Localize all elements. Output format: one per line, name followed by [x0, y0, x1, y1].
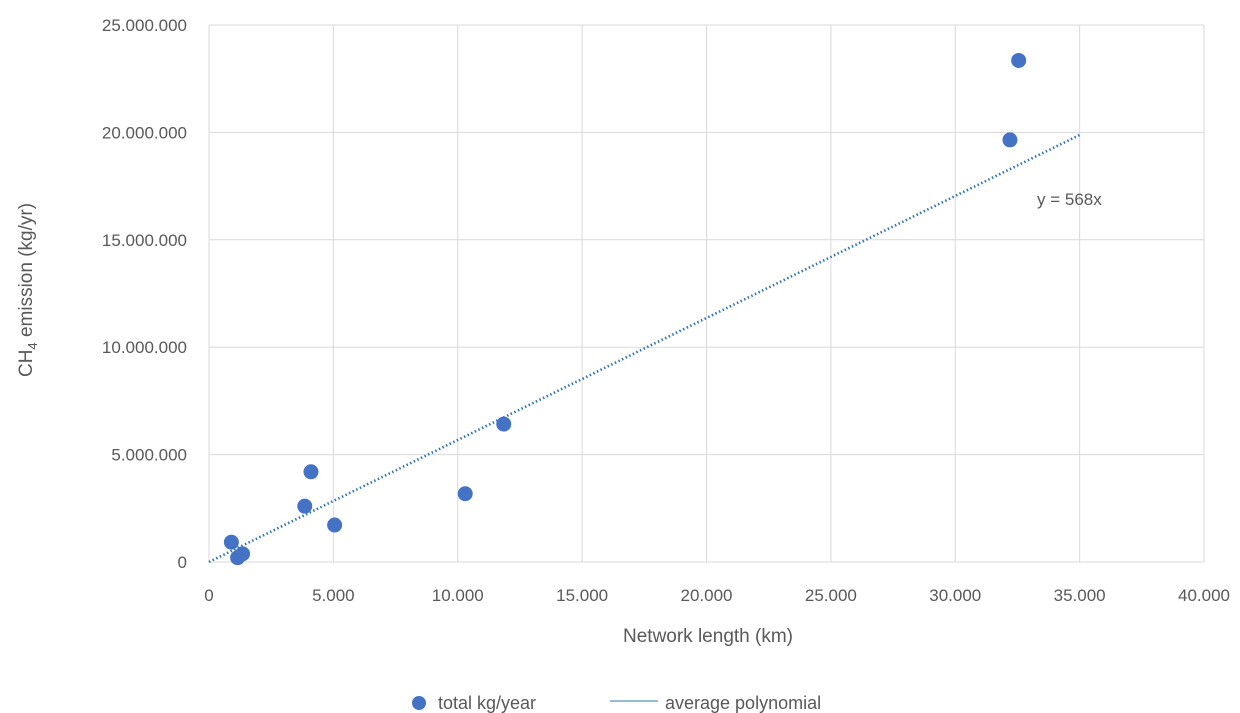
data-point [496, 416, 512, 432]
data-point [1002, 132, 1018, 148]
x-tick-label: 30.000 [929, 586, 981, 605]
data-point [327, 517, 343, 533]
x-tick-label: 20.000 [681, 586, 733, 605]
legend-label-scatter: total kg/year [438, 693, 536, 713]
data-point [235, 546, 251, 562]
y-tick-label: 15.000.000 [102, 231, 187, 250]
y-axis-title-main: CH [16, 350, 37, 377]
trendline [208, 133, 1081, 564]
y-tick-label: 5.000.000 [111, 446, 187, 465]
data-point [223, 534, 239, 550]
data-point [457, 486, 473, 502]
y-tick-label: 25.000.000 [102, 16, 187, 35]
x-tick-label: 10.000 [432, 586, 484, 605]
x-tick-label: 5.000 [312, 586, 355, 605]
data-point [297, 498, 313, 514]
trendline-group [208, 133, 1081, 564]
legend: total kg/year average polynomial [412, 693, 821, 713]
x-tick-label: 0 [204, 586, 213, 605]
x-tick-label: 15.000 [556, 586, 608, 605]
trendline-equation-label: y = 568x [1037, 190, 1102, 209]
y-tick-label: 10.000.000 [102, 338, 187, 357]
legend-label-trendline: average polynomial [665, 693, 821, 713]
y-axis-title: CH4 emission (kg/yr) [16, 203, 40, 377]
x-tick-label: 40.000 [1178, 586, 1230, 605]
grid-lines [208, 24, 1205, 563]
y-tick-label: 0 [178, 553, 187, 572]
y-axis-ticks: 0 5.000.000 10.000.000 15.000.000 20.000.000… [102, 16, 187, 572]
y-axis-title-subscript: 4 [25, 342, 40, 349]
x-axis-title: Network length (km) [623, 626, 793, 647]
data-point [303, 464, 319, 480]
x-tick-label: 35.000 [1054, 586, 1106, 605]
x-tick-label: 25.000 [805, 586, 857, 605]
data-point [1011, 52, 1027, 68]
y-axis-title-rest: emission (kg/yr) [16, 203, 37, 342]
legend-marker-scatter [412, 696, 426, 710]
x-axis-ticks: 0 5.000 10.000 15.000 20.000 25.000 30.000 35.0… [204, 586, 1230, 605]
data-points [223, 52, 1027, 566]
y-tick-label: 20.000.000 [102, 123, 187, 142]
